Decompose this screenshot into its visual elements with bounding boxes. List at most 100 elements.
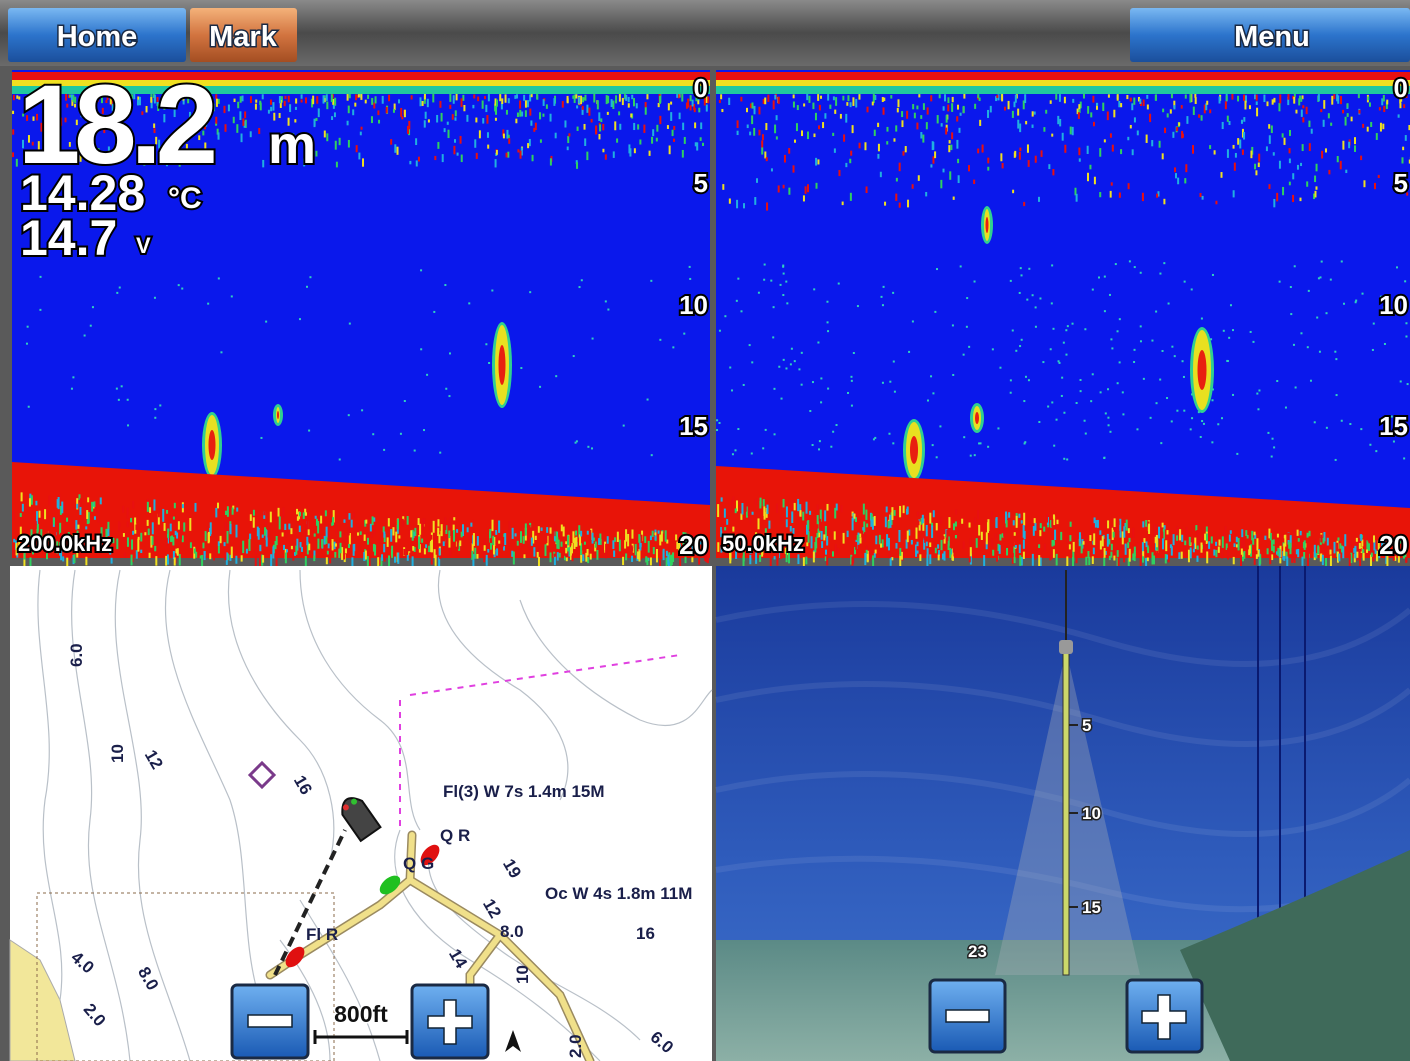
bottom-texture xyxy=(1359,548,1362,552)
speckle xyxy=(1075,401,1078,404)
bottom-texture xyxy=(821,541,824,548)
speckle xyxy=(757,291,760,294)
bottom-texture xyxy=(1167,555,1170,563)
bottom-texture xyxy=(195,551,198,558)
bottom-texture xyxy=(417,518,420,526)
clutter xyxy=(423,95,426,104)
clutter xyxy=(668,145,671,155)
bottom-texture xyxy=(1018,544,1021,554)
clutter xyxy=(182,95,185,101)
bottom-texture xyxy=(352,512,355,518)
mark-button[interactable]: Mark xyxy=(190,8,297,62)
bottom-texture xyxy=(807,520,810,530)
bottom-texture xyxy=(868,552,871,561)
clutter xyxy=(449,94,452,102)
bottom-texture xyxy=(335,524,338,535)
clutter xyxy=(278,112,281,119)
bottom-texture xyxy=(1092,522,1095,528)
bottom-texture xyxy=(1232,556,1235,565)
bottom-texture xyxy=(587,556,590,564)
bottom-texture xyxy=(275,556,278,568)
clutter xyxy=(27,135,30,143)
clutter xyxy=(474,139,477,148)
home-button[interactable]: Home xyxy=(8,8,186,62)
clutter xyxy=(249,131,252,138)
bottom-texture xyxy=(456,529,459,533)
clutter xyxy=(1228,121,1231,126)
bottom-texture xyxy=(288,523,291,530)
bottom-texture xyxy=(1402,547,1405,559)
clutter xyxy=(183,121,186,126)
nav-chart[interactable]: 6.0 10 12 16 Fl(3) W 7s 1.4m 15M Q R Q G… xyxy=(9,566,713,1061)
clutter xyxy=(689,105,692,111)
clutter xyxy=(334,97,337,106)
clutter xyxy=(1302,117,1305,123)
clutter xyxy=(606,111,609,115)
bottom-texture xyxy=(1178,552,1181,559)
zoom-in-button[interactable] xyxy=(410,983,490,1060)
zoom-out-button[interactable] xyxy=(928,978,1007,1054)
clutter xyxy=(1077,112,1080,119)
bottom-texture xyxy=(763,506,766,516)
clutter xyxy=(604,154,607,160)
bottom-texture xyxy=(1113,555,1116,561)
bottom-texture xyxy=(45,533,48,546)
clutter xyxy=(406,125,409,134)
clutter xyxy=(1129,97,1132,102)
clutter xyxy=(918,94,921,98)
speckle xyxy=(115,387,118,390)
clutter xyxy=(995,96,998,102)
clutter xyxy=(590,118,593,123)
bottom-texture xyxy=(209,527,212,537)
bottom-texture xyxy=(1399,536,1402,544)
bottom-texture xyxy=(20,535,23,540)
bottom-texture xyxy=(1034,522,1037,531)
clutter xyxy=(539,112,542,120)
clutter xyxy=(1184,178,1187,184)
clutter xyxy=(670,112,673,121)
speckle xyxy=(889,380,892,383)
clutter xyxy=(1033,111,1036,115)
clutter xyxy=(1346,103,1349,108)
bottom-texture xyxy=(1297,538,1300,542)
zoom-out-button[interactable] xyxy=(230,983,310,1060)
bottom-texture xyxy=(93,533,96,539)
speckle xyxy=(39,308,42,311)
bottom-texture xyxy=(1069,535,1072,542)
bottom-texture xyxy=(702,536,705,548)
bottom-texture xyxy=(364,520,367,527)
speckle xyxy=(1201,420,1204,423)
clutter xyxy=(736,130,739,136)
bottom-texture xyxy=(149,507,152,513)
bottom-texture xyxy=(219,535,222,544)
clutter xyxy=(951,96,954,103)
clutter xyxy=(486,115,489,124)
clutter xyxy=(47,134,50,140)
menu-button[interactable]: Menu xyxy=(1130,8,1410,62)
speckle xyxy=(1079,390,1082,393)
bottom-texture xyxy=(1300,536,1303,547)
clutter xyxy=(232,116,235,124)
clutter xyxy=(1059,118,1062,127)
bottom-texture xyxy=(377,557,380,570)
bottom-texture xyxy=(508,538,511,547)
bottom-texture xyxy=(1119,531,1122,538)
zoom-in-button[interactable] xyxy=(1125,978,1204,1054)
clutter xyxy=(1013,101,1016,108)
bottom-texture xyxy=(272,546,275,559)
bottom-texture xyxy=(651,540,654,544)
bottom-texture xyxy=(325,536,328,544)
bottom-texture xyxy=(366,537,369,545)
clutter xyxy=(466,114,469,122)
clutter xyxy=(472,104,475,109)
bottom-texture xyxy=(942,553,945,560)
clutter xyxy=(501,98,504,104)
bottom-texture xyxy=(1206,551,1209,564)
bottom-texture xyxy=(871,516,874,530)
clutter xyxy=(1194,94,1197,98)
clutter xyxy=(564,120,567,128)
bottom-texture xyxy=(444,517,447,530)
